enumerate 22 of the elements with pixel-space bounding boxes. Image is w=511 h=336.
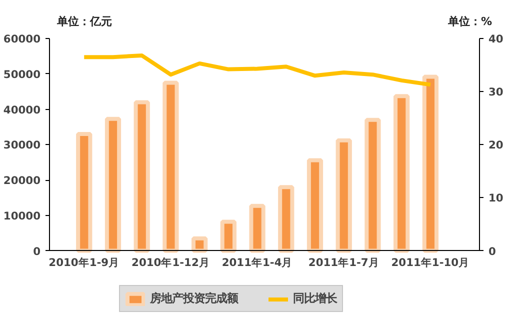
y-tick-label: 60000 [3, 32, 41, 46]
y-tick-label: 10000 [3, 209, 41, 222]
y-tick-label: 0 [33, 244, 41, 258]
x-tick-label: 2011年1-4月 [222, 256, 293, 269]
y2-tick-label: 10 [488, 192, 504, 205]
y-tick-label: 50000 [3, 68, 41, 81]
y2-tick-label: 0 [488, 244, 496, 258]
y2-tick-label: 40 [488, 32, 504, 46]
x-tick-label: 2010年1-9月 [48, 256, 120, 269]
y-tick-label: 40000 [3, 103, 41, 116]
legend-label: 房地产投资完成额 [150, 291, 238, 306]
y2-axis-title: 单位：% [448, 14, 492, 30]
x-tick-label: 2010年1-12月 [132, 256, 210, 269]
y-tick-label: 20000 [3, 174, 41, 188]
legend-label: 同比增长 [293, 291, 337, 306]
y2-tick-label: 30 [488, 86, 504, 99]
x-tick-label: 2011年1-10月 [391, 256, 470, 269]
y-axis-title: 单位：亿元 [57, 14, 112, 30]
x-tick-label: 2011年1-7月 [308, 256, 380, 269]
y2-tick-label: 20 [488, 138, 504, 152]
y-tick-label: 30000 [3, 138, 41, 152]
line-series [82, 53, 432, 87]
